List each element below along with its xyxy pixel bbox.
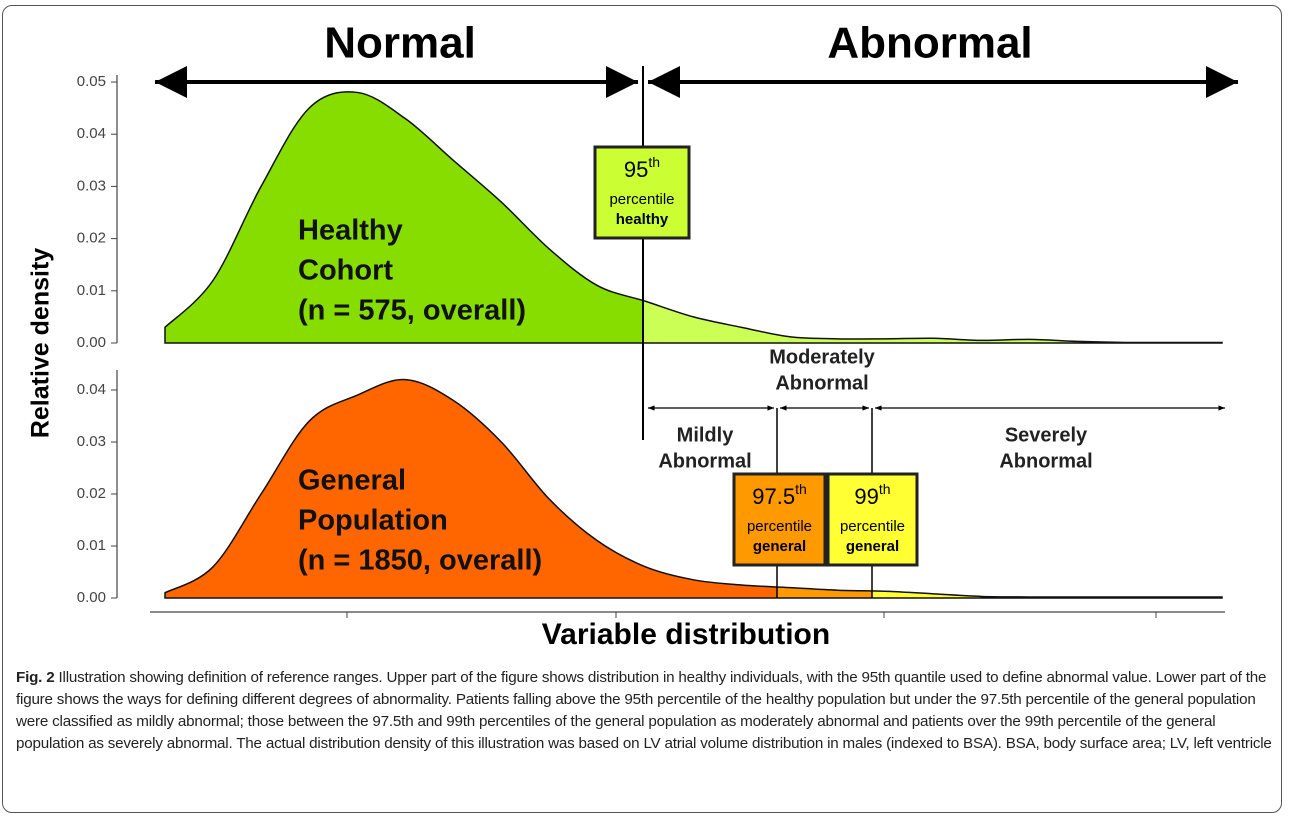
percentile-value: 99th <box>854 481 890 509</box>
range-label: Abnormal <box>658 450 751 472</box>
percentile-number: 97.5 <box>752 484 795 509</box>
y-tick-label: 0.00 <box>77 334 106 351</box>
normal-label: Normal <box>324 19 476 68</box>
figure-frame <box>2 5 1282 813</box>
abnormal-label: Abnormal <box>827 19 1032 68</box>
chart: Normal Abnormal Relative density Variabl… <box>27 19 1238 651</box>
percentile-number: 99 <box>854 484 878 509</box>
y-tick-label: 0.05 <box>77 73 106 90</box>
percentile-value: 97.5th <box>752 481 807 509</box>
y-tick-label: 0.02 <box>77 485 106 502</box>
caption-text: Illustration showing definition of refer… <box>16 669 1272 752</box>
caption: Fig. 2 Illustration showing definition o… <box>16 667 1278 755</box>
percentile-word: percentile <box>747 518 812 535</box>
y-tick-label: 0.03 <box>77 177 106 194</box>
percentile-box <box>593 145 691 240</box>
cohort-label: Healthy <box>298 215 403 247</box>
percentile-value: 95th <box>624 154 660 182</box>
density-area <box>164 91 1223 344</box>
percentile-suffix: th <box>795 481 807 497</box>
percentile-group: healthy <box>616 211 669 228</box>
y-axis-label: Relative density <box>27 248 55 438</box>
percentile-number: 95 <box>624 157 648 182</box>
cohort-label: (n = 1850, overall) <box>298 545 542 577</box>
range-label: Moderately <box>769 346 875 368</box>
cohort-label: General <box>298 465 406 497</box>
caption-label: Fig. 2 <box>16 669 55 686</box>
percentile-box <box>826 472 919 567</box>
range-label: Abnormal <box>775 372 868 394</box>
percentile-group: general <box>846 538 899 555</box>
x-axis-label: Variable distribution <box>542 618 830 651</box>
percentile-box <box>732 472 827 567</box>
y-tick-label: 0.01 <box>77 537 106 554</box>
cohort-label: Cohort <box>298 255 393 287</box>
percentile-word: percentile <box>840 518 905 535</box>
y-tick-label: 0.01 <box>77 282 106 299</box>
y-tick-label: 0.00 <box>77 589 106 606</box>
percentile-word: percentile <box>609 191 674 208</box>
range-label: Severely <box>1005 424 1088 446</box>
range-label: Abnormal <box>999 450 1092 472</box>
y-tick-label: 0.02 <box>77 230 106 247</box>
range-label: Mildly <box>677 424 735 446</box>
cohort-label: (n = 575, overall) <box>298 295 526 327</box>
percentile-suffix: th <box>879 481 891 497</box>
y-tick-label: 0.04 <box>77 381 106 398</box>
percentile-suffix: th <box>648 154 660 170</box>
percentile-group: general <box>753 538 806 555</box>
y-tick-label: 0.03 <box>77 433 106 450</box>
density-area <box>164 378 1223 599</box>
y-tick-label: 0.04 <box>77 125 106 142</box>
cohort-label: Population <box>298 505 448 537</box>
